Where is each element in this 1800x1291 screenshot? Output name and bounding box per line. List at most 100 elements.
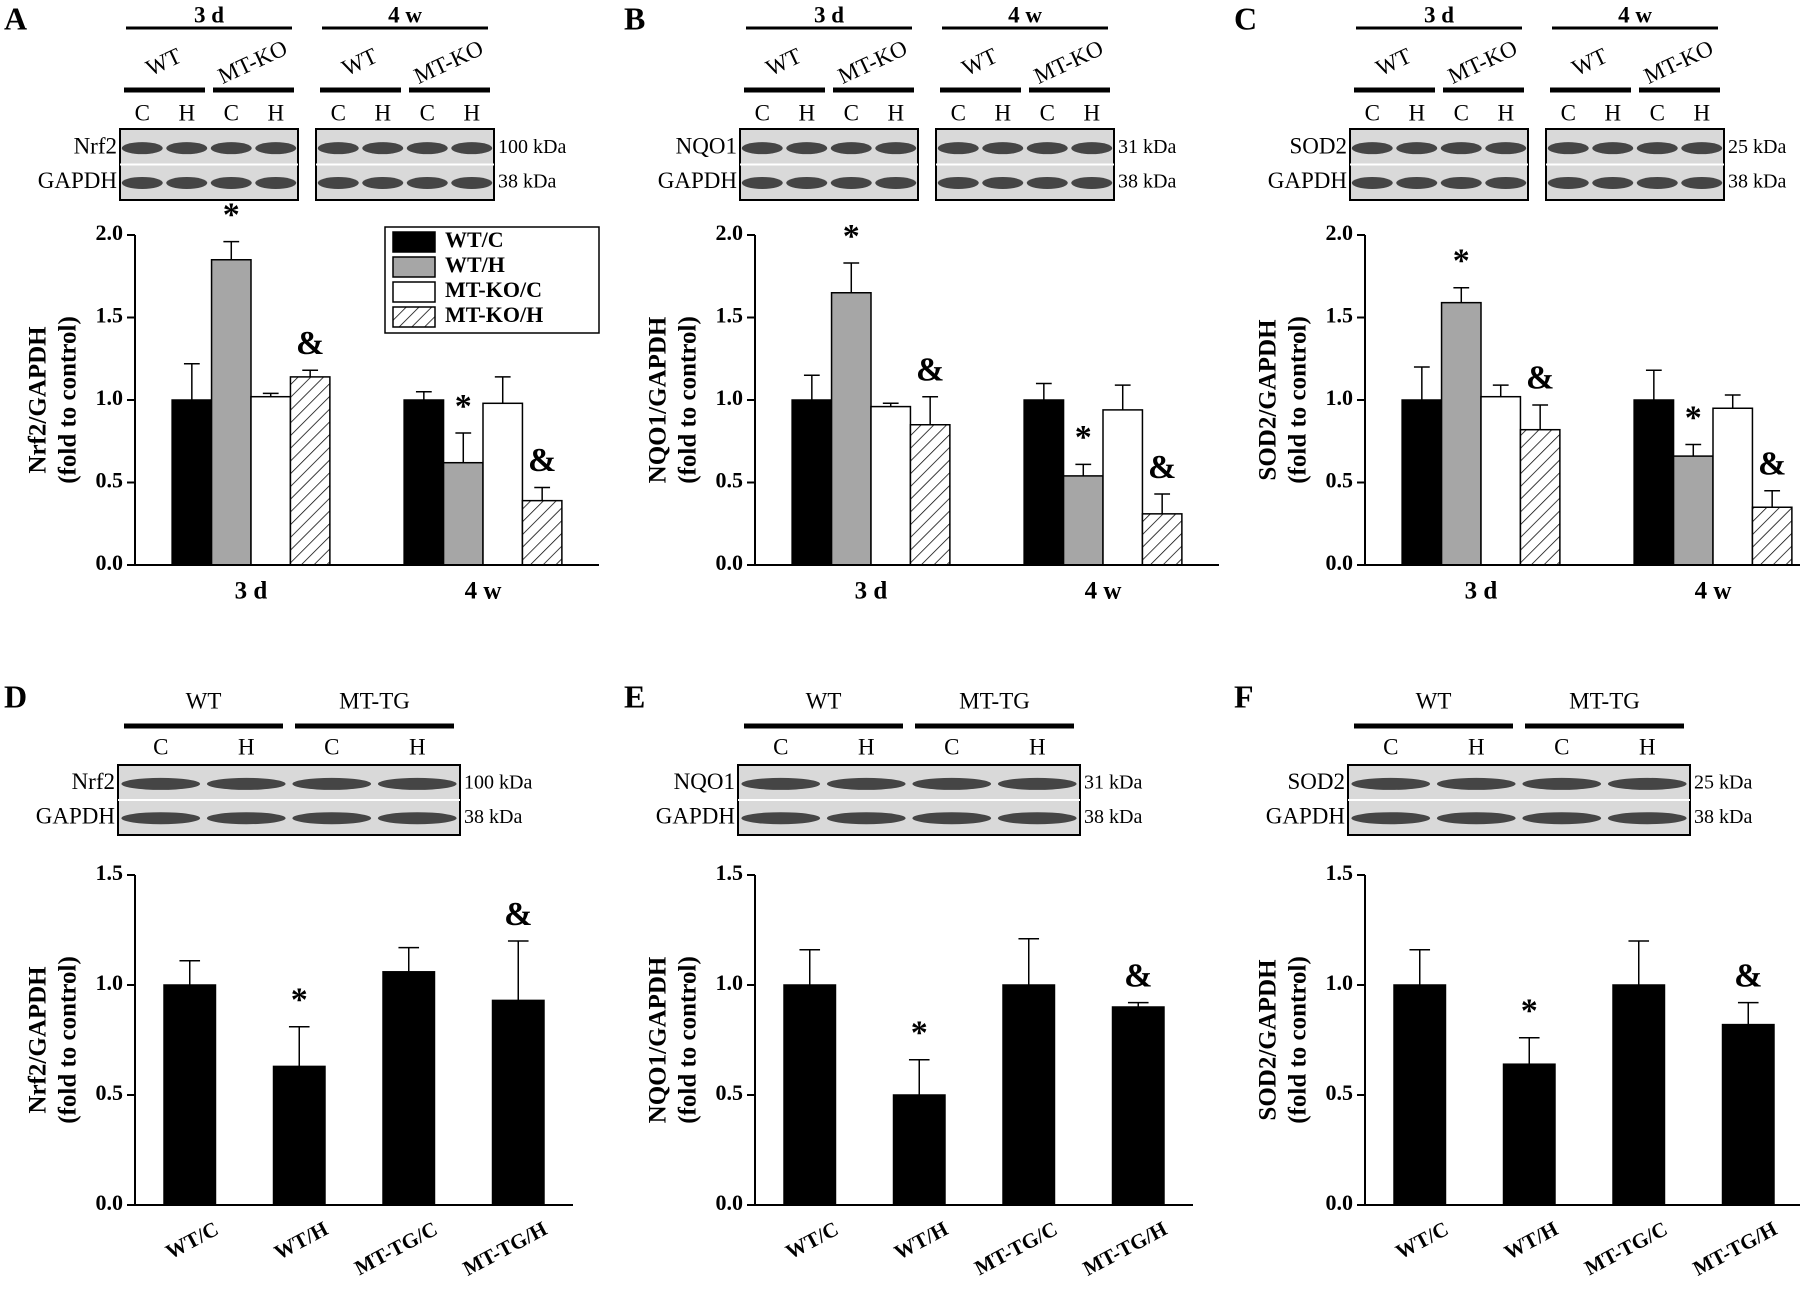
lane-label: C xyxy=(153,734,168,759)
error-bar xyxy=(799,949,821,985)
significance-mark: * xyxy=(843,218,860,255)
blot-band xyxy=(206,777,286,790)
blot-band xyxy=(206,812,286,825)
x-tick-label: WT/C xyxy=(782,1216,843,1263)
blot-band xyxy=(937,142,979,155)
blot-band xyxy=(786,176,828,189)
y-tick-label: 2.0 xyxy=(716,220,744,245)
bar xyxy=(909,424,951,566)
y-axis-label: (fold to control) xyxy=(55,316,82,484)
panel-letter: A xyxy=(4,0,27,36)
y-tick-label: 1.5 xyxy=(96,860,124,885)
size-label: 25 kDa xyxy=(1728,136,1786,158)
y-tick-label: 0.5 xyxy=(96,1080,124,1105)
lane-label: H xyxy=(1468,734,1485,759)
blot-band xyxy=(1592,176,1634,189)
y-tick-label: 0.5 xyxy=(1326,1080,1354,1105)
blot-band xyxy=(1436,812,1516,825)
y-axis-label: NQO1/GAPDH xyxy=(645,316,672,483)
lane-label: H xyxy=(994,100,1011,125)
size-label: 38 kDa xyxy=(498,171,556,193)
bar xyxy=(482,402,524,566)
blot-band xyxy=(1485,176,1527,189)
bar xyxy=(1672,455,1714,566)
error-bar xyxy=(507,940,529,1001)
blot-band xyxy=(1436,777,1516,790)
y-axis-label: (fold to control) xyxy=(675,316,702,484)
bar xyxy=(1002,984,1056,1206)
error-bar xyxy=(1413,366,1430,400)
error-bar xyxy=(398,946,420,972)
blot-band xyxy=(1592,142,1634,155)
blot-band xyxy=(826,812,906,825)
subgroup-label: WT xyxy=(1568,43,1611,81)
error-bar xyxy=(1724,394,1741,409)
significance-mark: & xyxy=(504,896,532,933)
significance-mark: * xyxy=(223,196,240,233)
lane-label: C xyxy=(1554,734,1569,759)
protein-label: GAPDH xyxy=(1266,803,1345,828)
group-label: 4 w xyxy=(1618,2,1652,27)
error-bar xyxy=(302,369,319,377)
blot-band xyxy=(1607,812,1687,825)
lane-label: C xyxy=(420,100,435,125)
lane-label: C xyxy=(1040,100,1055,125)
significance-mark: * xyxy=(1685,399,1702,436)
protein-label: GAPDH xyxy=(1268,168,1347,193)
bar xyxy=(403,399,445,566)
bar xyxy=(1393,984,1447,1206)
error-bar xyxy=(908,1059,930,1095)
bar xyxy=(1102,409,1144,566)
lane-label: C xyxy=(331,100,346,125)
bar xyxy=(272,1065,326,1206)
blot-band xyxy=(1681,142,1723,155)
bar xyxy=(210,259,252,566)
lane-label: H xyxy=(1693,100,1710,125)
error-bar xyxy=(1018,938,1040,985)
error-bar xyxy=(288,1026,310,1067)
lane-label: C xyxy=(1454,100,1469,125)
y-tick-label: 0.0 xyxy=(1326,550,1354,575)
bar xyxy=(442,461,484,566)
protein-label: GAPDH xyxy=(36,803,115,828)
panel-letter: C xyxy=(1234,0,1257,36)
error-bar xyxy=(803,374,820,400)
lane-label: H xyxy=(463,100,480,125)
blot-band xyxy=(1636,142,1678,155)
size-label: 38 kDa xyxy=(1694,806,1752,828)
subgroup-label: MT-KO xyxy=(410,35,487,89)
y-axis-label: NQO1/GAPDH xyxy=(645,956,672,1123)
protein-label: Nrf2 xyxy=(72,769,115,794)
blot-band xyxy=(1396,142,1438,155)
blot-band xyxy=(830,176,872,189)
bar xyxy=(1023,399,1065,566)
error-bar xyxy=(1737,1001,1759,1025)
y-axis-label: SOD2/GAPDH xyxy=(1255,959,1282,1121)
bar xyxy=(1440,301,1482,566)
bar xyxy=(382,971,436,1206)
subgroup-label: WT xyxy=(142,43,185,81)
bar xyxy=(1612,984,1666,1206)
subgroup-label: WT xyxy=(1372,43,1415,81)
error-bar xyxy=(1518,1037,1540,1065)
panel-letter: B xyxy=(624,0,645,36)
lane-label: H xyxy=(1083,100,1100,125)
protein-label: GAPDH xyxy=(658,168,737,193)
bar xyxy=(1712,407,1754,566)
y-axis-label: (fold to control) xyxy=(1285,956,1312,1124)
lane-label: H xyxy=(887,100,904,125)
bar xyxy=(1502,1063,1556,1206)
subgroup-label: WT xyxy=(958,43,1001,81)
group-label: MT-TG xyxy=(1569,688,1640,713)
blot-band xyxy=(1351,812,1431,825)
panel-letter: F xyxy=(1234,678,1254,714)
significance-mark: & xyxy=(1734,957,1762,994)
x-tick-label: MT-TG/C xyxy=(970,1216,1061,1280)
y-axis-label: Nrf2/GAPDH xyxy=(25,326,52,474)
group-label: 3 d xyxy=(814,2,844,27)
protein-label: GAPDH xyxy=(38,168,117,193)
lane-label: H xyxy=(267,100,284,125)
blot-band xyxy=(255,142,297,155)
error-bar xyxy=(1532,404,1549,430)
lane-label: C xyxy=(1383,734,1398,759)
